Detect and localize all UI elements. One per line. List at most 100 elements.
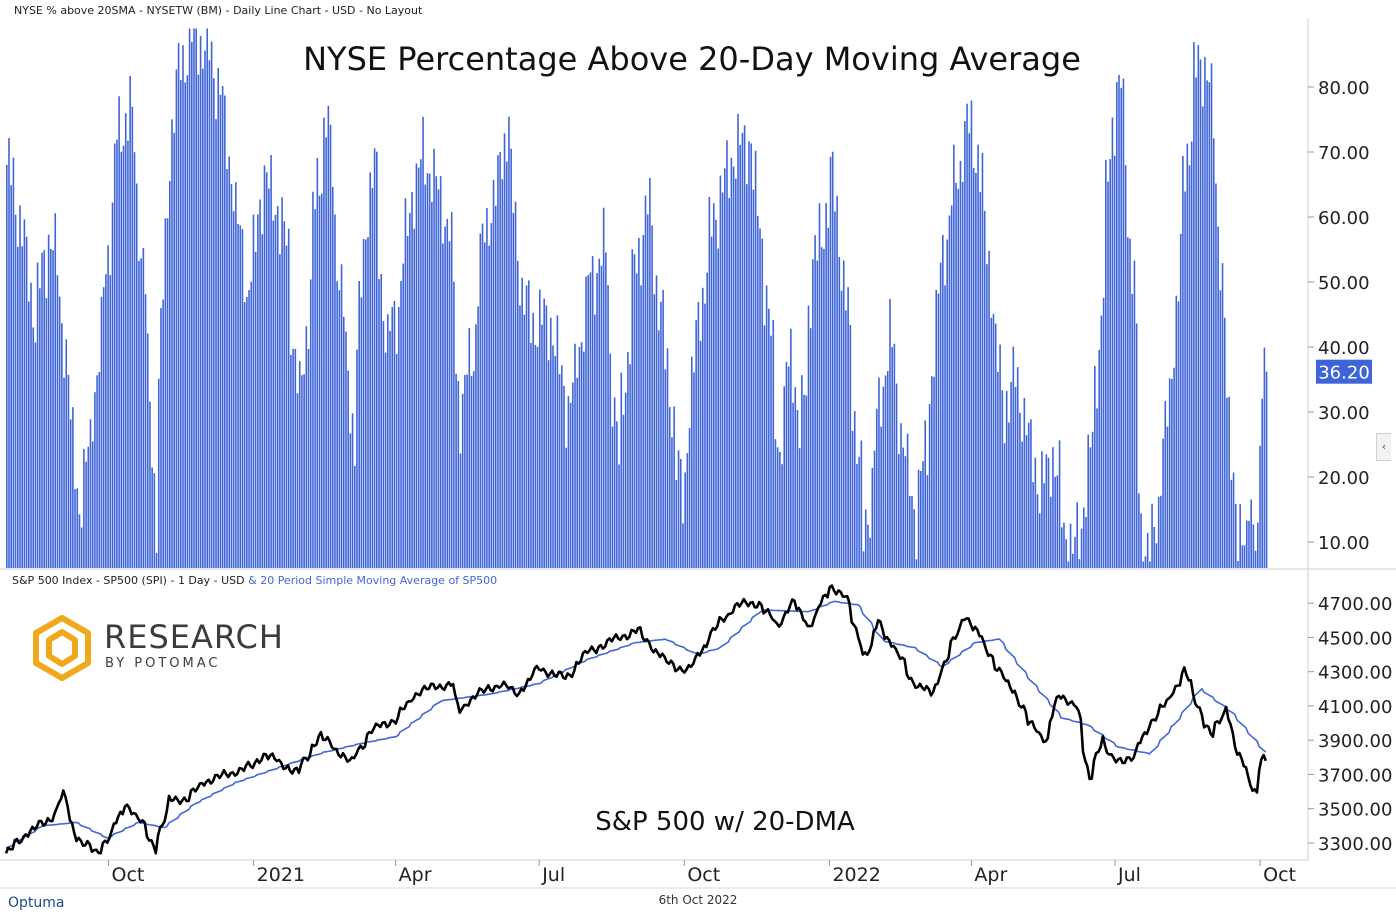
- pct-bar: [1131, 293, 1134, 568]
- pct-bar: [882, 386, 885, 568]
- collapse-panel-tab[interactable]: ‹: [1376, 433, 1391, 461]
- pct-bar: [1259, 445, 1261, 568]
- pct-bar: [477, 306, 479, 568]
- sp500-price-line: [4, 584, 1268, 855]
- pct-bar: [1182, 156, 1184, 568]
- pct-bar: [206, 28, 209, 568]
- pct-bar: [499, 152, 501, 568]
- pct-bar: [690, 356, 693, 568]
- pct-bar: [752, 189, 755, 568]
- pct-bar: [1190, 141, 1193, 568]
- pct-bar: [1005, 390, 1008, 568]
- pct-bar: [1036, 494, 1039, 568]
- pct-bar: [309, 279, 312, 568]
- pct-bar: [404, 198, 407, 568]
- pct-bar: [840, 290, 843, 568]
- pct-bar: [91, 441, 94, 568]
- pct-bar: [849, 325, 852, 568]
- pct-bar: [135, 183, 138, 568]
- pct-bar: [1067, 561, 1070, 568]
- pct-bar: [406, 235, 409, 568]
- pct-bar: [338, 290, 341, 568]
- pct-bar: [902, 447, 904, 568]
- pct-bar: [420, 159, 422, 568]
- pct-bar: [175, 69, 178, 568]
- pct-bar: [946, 239, 949, 568]
- pct-bar: [437, 189, 440, 569]
- pct-bar: [351, 413, 354, 568]
- pct-bar: [688, 428, 691, 568]
- pct-bar: [457, 381, 460, 568]
- pct-bar: [697, 302, 700, 568]
- pct-bar: [1265, 371, 1268, 568]
- pct-bar: [1171, 379, 1173, 568]
- pct-bar: [783, 386, 786, 568]
- pct-bar: [1100, 315, 1103, 568]
- pct-bar: [897, 454, 900, 568]
- pct-bar: [873, 450, 876, 568]
- pct-bar: [316, 157, 319, 568]
- pct-bar: [1146, 532, 1149, 568]
- xtick-label: Oct: [112, 864, 145, 886]
- pct-bar: [111, 202, 114, 568]
- pct-bar: [1054, 476, 1056, 568]
- pct-bar: [428, 173, 431, 568]
- pct-bar: [1078, 559, 1081, 568]
- bottom-ytick-label: 4700.00: [1318, 594, 1392, 615]
- pct-bar: [792, 402, 794, 568]
- pct-bar: [779, 452, 781, 568]
- pct-bar: [631, 249, 634, 569]
- pct-bar: [1056, 475, 1059, 568]
- pct-bar: [426, 173, 429, 568]
- pct-bar: [1065, 539, 1067, 568]
- top-bars: [6, 28, 1268, 569]
- pct-bar: [715, 219, 717, 569]
- pct-bar: [1089, 447, 1092, 568]
- pct-bar: [812, 259, 814, 568]
- bottom-ytick-label: 3500.00: [1318, 800, 1392, 821]
- pct-bar: [466, 374, 468, 568]
- pct-bar: [999, 344, 1001, 568]
- pct-bar: [814, 235, 816, 568]
- pct-bar: [402, 263, 405, 568]
- pct-bar: [937, 293, 940, 568]
- pct-bar: [856, 464, 858, 568]
- pct-bar: [730, 157, 733, 568]
- pct-bar: [261, 234, 264, 568]
- pct-bar: [774, 439, 777, 568]
- pct-bar: [1052, 447, 1054, 568]
- pct-bar: [862, 551, 865, 568]
- pct-bar: [935, 290, 938, 568]
- pct-bar: [217, 68, 220, 568]
- pct-bar: [886, 371, 889, 568]
- bottom-ytick-label: 3900.00: [1318, 731, 1392, 752]
- pct-bar: [864, 509, 867, 568]
- pct-bar: [1245, 520, 1248, 568]
- pct-bar: [395, 354, 398, 568]
- pct-bar: [470, 376, 473, 568]
- pct-bar: [160, 308, 162, 568]
- pct-bar: [525, 285, 528, 568]
- pct-bar: [589, 272, 592, 568]
- pct-bar: [146, 333, 149, 568]
- pct-bar: [58, 296, 61, 568]
- pct-bar: [301, 375, 303, 568]
- pct-bar: [12, 157, 15, 568]
- pct-bar: [1234, 504, 1237, 568]
- pct-bar: [853, 411, 856, 568]
- pct-bar: [1230, 479, 1233, 568]
- pct-bar: [666, 348, 669, 568]
- pct-bar: [1109, 159, 1112, 568]
- pct-bar: [994, 323, 997, 568]
- pct-bar: [50, 248, 52, 568]
- top-ytick-label: 50.00: [1318, 273, 1370, 294]
- pct-bar: [25, 236, 28, 569]
- pct-bar: [164, 218, 167, 568]
- pct-bar: [605, 252, 607, 568]
- pct-bar: [1168, 378, 1171, 568]
- pct-bar: [1060, 527, 1063, 568]
- pct-bar: [113, 143, 116, 568]
- pct-bar: [105, 274, 107, 568]
- pct-bar: [98, 372, 101, 568]
- pct-bar: [296, 393, 299, 568]
